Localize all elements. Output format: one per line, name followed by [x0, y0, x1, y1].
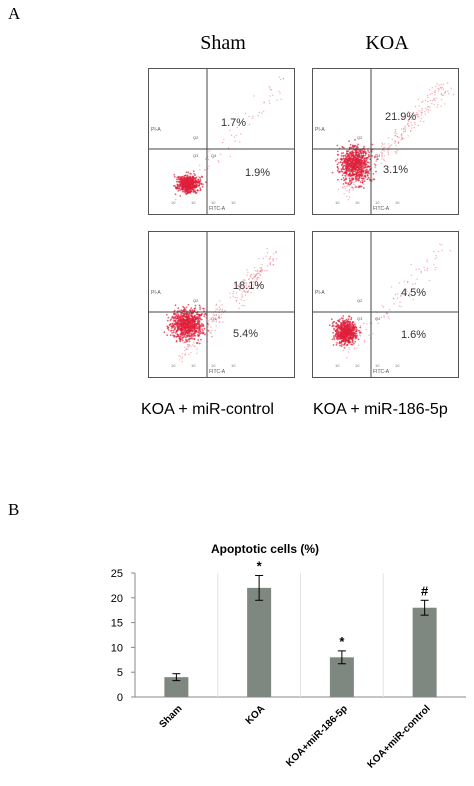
- chart-title: Apoptotic cells (%): [210, 542, 319, 556]
- bar: [412, 607, 437, 697]
- quadrant-label-q3: Q3: [193, 153, 199, 158]
- title-sham: Sham: [200, 32, 246, 54]
- significance-mark: *: [339, 634, 345, 649]
- tick-label: 10: [191, 200, 196, 205]
- bar: [247, 587, 272, 697]
- flow-plot-koa-mir-control: 18.1% 5.4% Q2 Q3 Q4 FITC-A PI-A 10 10 10 10: [148, 231, 295, 378]
- x-axis-label: FITC-A: [373, 206, 390, 212]
- y-tick-label: 25: [111, 568, 123, 580]
- tick-label: 10: [211, 200, 216, 205]
- upper-right-percentage: 4.5%: [401, 287, 427, 299]
- quadrant-label-q4: Q4: [375, 153, 381, 158]
- quadrant-label-q3: Q3: [357, 316, 363, 321]
- tick-label: 10: [335, 200, 340, 205]
- x-axis-label: FITC-A: [209, 369, 226, 375]
- y-tick-label: 10: [111, 642, 123, 654]
- upper-right-percentage: 18.1%: [233, 280, 265, 292]
- significance-mark: *: [257, 560, 263, 573]
- x-tick-label: Sham: [157, 703, 184, 730]
- dot-scatter: [313, 69, 458, 214]
- quadrant-label-q2: Q2: [357, 298, 363, 303]
- flow-plot-koa: 21.9% 3.1% Q2 Q3 Q4 FITC-A PI-A 10 10 10 10: [312, 68, 459, 215]
- lower-right-percentage: 1.9%: [245, 167, 271, 179]
- tick-label: 10: [395, 363, 400, 368]
- dot-scatter: [313, 232, 458, 377]
- bar: [164, 677, 189, 697]
- lower-right-percentage: 3.1%: [383, 164, 409, 176]
- y-tick-label: 15: [111, 618, 123, 630]
- y-tick-label: 5: [117, 667, 123, 679]
- tick-label: 10: [171, 363, 176, 368]
- quadrant-label-q3: Q3: [357, 153, 363, 158]
- caption-koa-mir-186-5p: KOA + miR-186-5p: [313, 401, 448, 418]
- quadrant-label-q2: Q2: [193, 135, 199, 140]
- tick-label: 10: [355, 200, 360, 205]
- x-axis-label: FITC-A: [373, 369, 390, 375]
- bar-chart: 0 5 10 15 20 25 Sham * KOA * KOA+miR-186-5p # KOA+mi…: [111, 560, 466, 771]
- x-tick-label: KOA+miR-186-5p: [284, 703, 350, 769]
- significance-mark: #: [421, 583, 429, 598]
- y-axis-label: PI-A: [315, 290, 325, 296]
- tick-label: 10: [211, 363, 216, 368]
- tick-label: 10: [231, 200, 236, 205]
- quadrant-label-q2: Q2: [193, 298, 199, 303]
- tick-label: 10: [375, 200, 380, 205]
- quadrant-label-q4: Q4: [211, 153, 217, 158]
- y-tick-label: 20: [111, 593, 123, 605]
- tick-label: 10: [375, 363, 380, 368]
- panel-a-label: A: [8, 4, 21, 23]
- x-axis-label: FITC-A: [209, 206, 226, 212]
- dot-scatter: [149, 69, 294, 214]
- tick-label: 10: [231, 363, 236, 368]
- x-tick-label: KOA+miR-control: [365, 703, 432, 770]
- tick-label: 10: [355, 363, 360, 368]
- upper-right-percentage: 1.7%: [221, 117, 247, 129]
- quadrant-label-q4: Q4: [211, 316, 217, 321]
- flow-plot-sham: 1.7% 1.9% Q2 Q3 Q4 FITC-A PI-A 10 10 10 10: [148, 68, 295, 215]
- title-koa: KOA: [365, 32, 409, 54]
- tick-label: 10: [395, 200, 400, 205]
- y-axis-label: PI-A: [151, 290, 161, 296]
- tick-label: 10: [171, 200, 176, 205]
- panel-b-label: B: [8, 500, 20, 519]
- lower-right-percentage: 5.4%: [233, 328, 259, 340]
- caption-koa-mir-control: KOA + miR-control: [141, 401, 274, 418]
- tick-label: 10: [191, 363, 196, 368]
- x-tick-label: KOA: [244, 703, 268, 727]
- tick-label: 10: [335, 363, 340, 368]
- quadrant-label-q2: Q2: [357, 135, 363, 140]
- quadrant-label-q4: Q4: [375, 316, 381, 321]
- quadrant-label-q3: Q3: [193, 316, 199, 321]
- lower-right-percentage: 1.6%: [401, 329, 427, 341]
- y-tick-label: 0: [117, 692, 123, 704]
- upper-right-percentage: 21.9%: [385, 111, 417, 123]
- y-axis-label: PI-A: [151, 127, 161, 133]
- y-axis-label: PI-A: [315, 127, 325, 133]
- flow-plot-koa-mir-186-5p: 4.5% 1.6% Q2 Q3 Q4 FITC-A PI-A 10 10 10 10: [312, 231, 459, 378]
- dot-scatter: [149, 232, 294, 377]
